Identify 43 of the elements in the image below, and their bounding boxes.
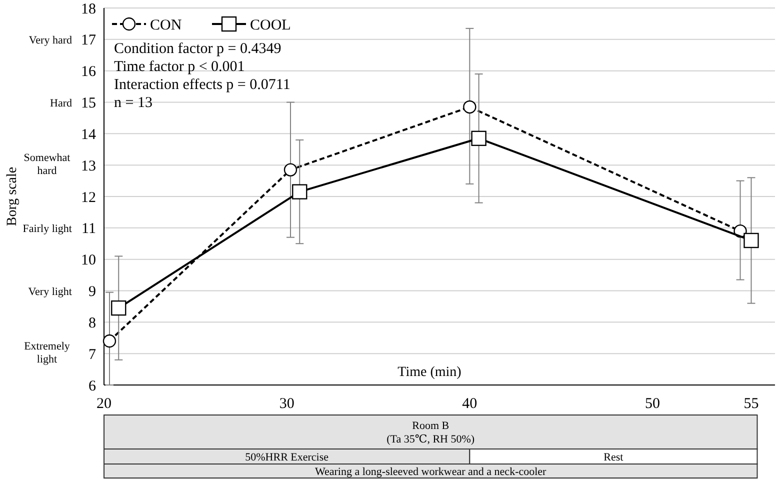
text: Very light — [28, 286, 72, 298]
y-tick-label: 6 — [88, 378, 96, 394]
text: Very hard — [28, 34, 72, 46]
text: Extremely light — [24, 340, 70, 366]
text: Rest — [604, 451, 624, 464]
y-axis-title: Borg scale — [5, 166, 20, 226]
text: Hard — [50, 97, 72, 110]
y-tick-label: 9 — [88, 284, 96, 300]
text: Room B (Ta 35℃, RH 50%) — [386, 420, 475, 446]
point — [102, 334, 116, 348]
point — [292, 184, 308, 200]
x-tick-label: 20 — [96, 396, 112, 412]
text: Wearing a long-sleeved workwear and a neck-cooler — [315, 466, 547, 478]
text: Fairly light — [22, 222, 72, 235]
y-tick-label: 13 — [81, 158, 96, 174]
point — [744, 232, 759, 248]
point — [463, 100, 476, 114]
annotation: Time factor p < 0.001 — [114, 59, 245, 75]
x-tick-label: 55 — [744, 396, 759, 412]
text: 50%HRR Exercise — [245, 451, 329, 464]
point — [471, 130, 486, 146]
x-tick-label: 50 — [645, 396, 660, 412]
y-tick-label: 16 — [81, 64, 96, 80]
y-tick-label: 12 — [81, 190, 96, 206]
point — [111, 300, 126, 316]
legend-label: CON — [150, 17, 182, 34]
y-tick-label: 15 — [81, 96, 96, 112]
y-tick-label: 7 — [88, 346, 96, 363]
y-tick-label: 14 — [81, 126, 96, 143]
y-tick-label: 17 — [81, 32, 96, 49]
annotation: Interaction effects p = 0.0711 — [114, 77, 290, 93]
y-tick-label: 11 — [82, 221, 96, 238]
x-axis-title: Time (min) — [398, 365, 462, 380]
text: Somewhat hard — [24, 152, 70, 178]
y-tick-label: 8 — [88, 315, 96, 332]
legend-label: COOL — [250, 17, 291, 34]
annotation: Condition factor p = 0.4349 — [114, 41, 282, 57]
x-tick-label: 40 — [462, 396, 478, 412]
annotation: n = 13 — [114, 95, 152, 111]
y-tick-label: 18 — [81, 1, 96, 18]
x-tick-label: 30 — [279, 396, 294, 412]
point — [284, 163, 298, 176]
y-tick-label: 10 — [81, 252, 96, 269]
